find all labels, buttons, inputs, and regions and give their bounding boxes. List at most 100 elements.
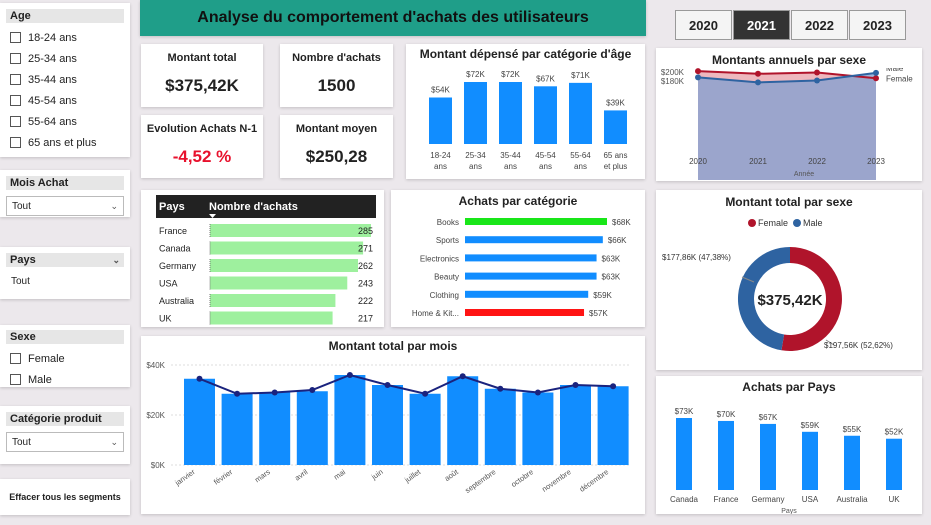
month-line-point[interactable] xyxy=(384,382,391,388)
month-bar[interactable] xyxy=(597,386,629,465)
month-bar[interactable] xyxy=(447,376,479,465)
annual-point[interactable] xyxy=(814,69,820,76)
checkbox[interactable] xyxy=(10,95,21,106)
categorie-bar[interactable] xyxy=(465,236,603,244)
month-bar[interactable] xyxy=(372,385,403,465)
annual-point[interactable] xyxy=(814,77,820,84)
country-bar[interactable] xyxy=(676,418,692,490)
age-bar[interactable] xyxy=(499,82,522,144)
year-button-2022[interactable]: 2022 xyxy=(791,10,848,40)
age-bar[interactable] xyxy=(569,82,592,144)
checkbox[interactable] xyxy=(10,74,21,85)
categorie-bar[interactable] xyxy=(465,309,585,316)
annual-point[interactable] xyxy=(873,69,879,76)
month-line-point[interactable] xyxy=(572,382,579,388)
clear-filters-button[interactable]: Effacer tous les segments xyxy=(0,479,130,515)
annual-point[interactable] xyxy=(695,74,701,81)
categorie-bar[interactable] xyxy=(465,218,607,225)
title-banner: Analyse du comportement d'achats des uti… xyxy=(140,0,646,36)
donut-slice-male[interactable] xyxy=(737,247,790,351)
categorie-bar[interactable] xyxy=(465,272,597,280)
categorie-dropdown[interactable]: Tout ⌄ xyxy=(6,432,124,452)
table-header-pays[interactable]: Pays xyxy=(159,201,185,213)
table-bar xyxy=(210,311,333,325)
pays-dropdown[interactable]: Tout xyxy=(6,271,124,291)
mois-slicer: Mois Achat Tout ⌄ xyxy=(0,170,130,217)
sexe-option[interactable]: Male xyxy=(0,369,130,390)
checkbox[interactable] xyxy=(10,32,21,43)
donut-slice-female[interactable] xyxy=(781,247,842,351)
categorie-slicer-title: Catégorie produit xyxy=(10,413,102,425)
month-axis-tick: $20K xyxy=(146,411,165,420)
mois-slicer-header: Mois Achat xyxy=(6,176,124,190)
checkbox[interactable] xyxy=(10,374,21,385)
annual-point[interactable] xyxy=(695,68,701,75)
age-option[interactable]: 65 ans et plus xyxy=(0,132,130,153)
month-bar[interactable] xyxy=(409,393,441,465)
sexe-option[interactable]: Female xyxy=(0,348,130,369)
sexe-option-label: Female xyxy=(28,352,65,365)
categorie-bar[interactable] xyxy=(465,254,597,262)
month-line-point[interactable] xyxy=(271,389,278,396)
annual-point[interactable] xyxy=(755,79,761,86)
month-line-point[interactable] xyxy=(234,390,241,397)
checkbox[interactable] xyxy=(10,353,21,364)
country-bar[interactable] xyxy=(802,431,818,490)
chevron-down-icon[interactable]: ⌄ xyxy=(112,254,120,265)
table-cell-nombre: 243 xyxy=(358,279,373,289)
age-option[interactable]: 25-34 ans xyxy=(0,48,130,69)
age-slicer-header: Age xyxy=(6,9,124,23)
year-button-2020[interactable]: 2020 xyxy=(675,10,732,40)
age-bar[interactable] xyxy=(534,86,557,144)
categorie-slicer: Catégorie produit Tout ⌄ xyxy=(0,406,130,464)
month-bar[interactable] xyxy=(184,378,215,465)
annual-point[interactable] xyxy=(873,75,879,82)
month-line-point[interactable] xyxy=(346,372,353,378)
month-line-point[interactable] xyxy=(459,373,466,380)
month-line-point[interactable] xyxy=(610,383,617,390)
age-bar[interactable] xyxy=(604,110,627,144)
table-cell-nombre: 271 xyxy=(358,244,373,254)
month-line-point[interactable] xyxy=(497,385,504,392)
month-line-point[interactable] xyxy=(196,375,203,382)
month-line-point[interactable] xyxy=(309,387,316,393)
age-bar[interactable] xyxy=(464,82,487,144)
country-axis-label: Australia xyxy=(836,495,868,504)
age-option[interactable]: 45-54 ans xyxy=(0,90,130,111)
country-bar[interactable] xyxy=(886,438,902,490)
month-line-point[interactable] xyxy=(422,390,429,397)
month-bar[interactable] xyxy=(484,388,516,465)
table-header-nombre[interactable]: Nombre d'achats xyxy=(209,201,298,213)
age-option[interactable]: 55-64 ans xyxy=(0,111,130,132)
country-bar[interactable] xyxy=(760,423,776,490)
checkbox[interactable] xyxy=(10,53,21,64)
checkbox[interactable] xyxy=(10,137,21,148)
country-bar[interactable] xyxy=(718,420,734,490)
month-bar[interactable] xyxy=(522,392,554,466)
kpi-label: Evolution Achats N-1 xyxy=(146,123,258,135)
age-bar[interactable] xyxy=(429,97,452,145)
mois-dropdown[interactable]: Tout ⌄ xyxy=(6,196,124,216)
month-line-point[interactable] xyxy=(534,389,541,396)
month-bar[interactable] xyxy=(334,375,366,465)
country-bar-label: $73K xyxy=(675,407,694,416)
chevron-down-icon: ⌄ xyxy=(110,436,118,447)
categorie-bar-label: $57K xyxy=(589,309,608,318)
age-option[interactable]: 35-44 ans xyxy=(0,69,130,90)
month-bar[interactable] xyxy=(560,385,591,465)
categorie-bar[interactable] xyxy=(465,290,589,298)
month-bar[interactable] xyxy=(259,392,291,466)
table-bar xyxy=(210,294,336,307)
country-axis-label: USA xyxy=(802,495,819,504)
year-button-2021[interactable]: 2021 xyxy=(733,10,790,40)
month-axis-label: juin xyxy=(369,467,385,482)
categorie-axis-label: Beauty xyxy=(434,273,459,282)
year-button-2023[interactable]: 2023 xyxy=(849,10,906,40)
month-bar[interactable] xyxy=(296,391,328,465)
checkbox[interactable] xyxy=(10,116,21,127)
age-option[interactable]: 18-24 ans xyxy=(0,27,130,48)
annual-point[interactable] xyxy=(755,70,761,77)
country-bar[interactable] xyxy=(844,435,860,490)
month-bar[interactable] xyxy=(221,393,253,465)
table-cell-nombre: 285 xyxy=(358,226,373,236)
